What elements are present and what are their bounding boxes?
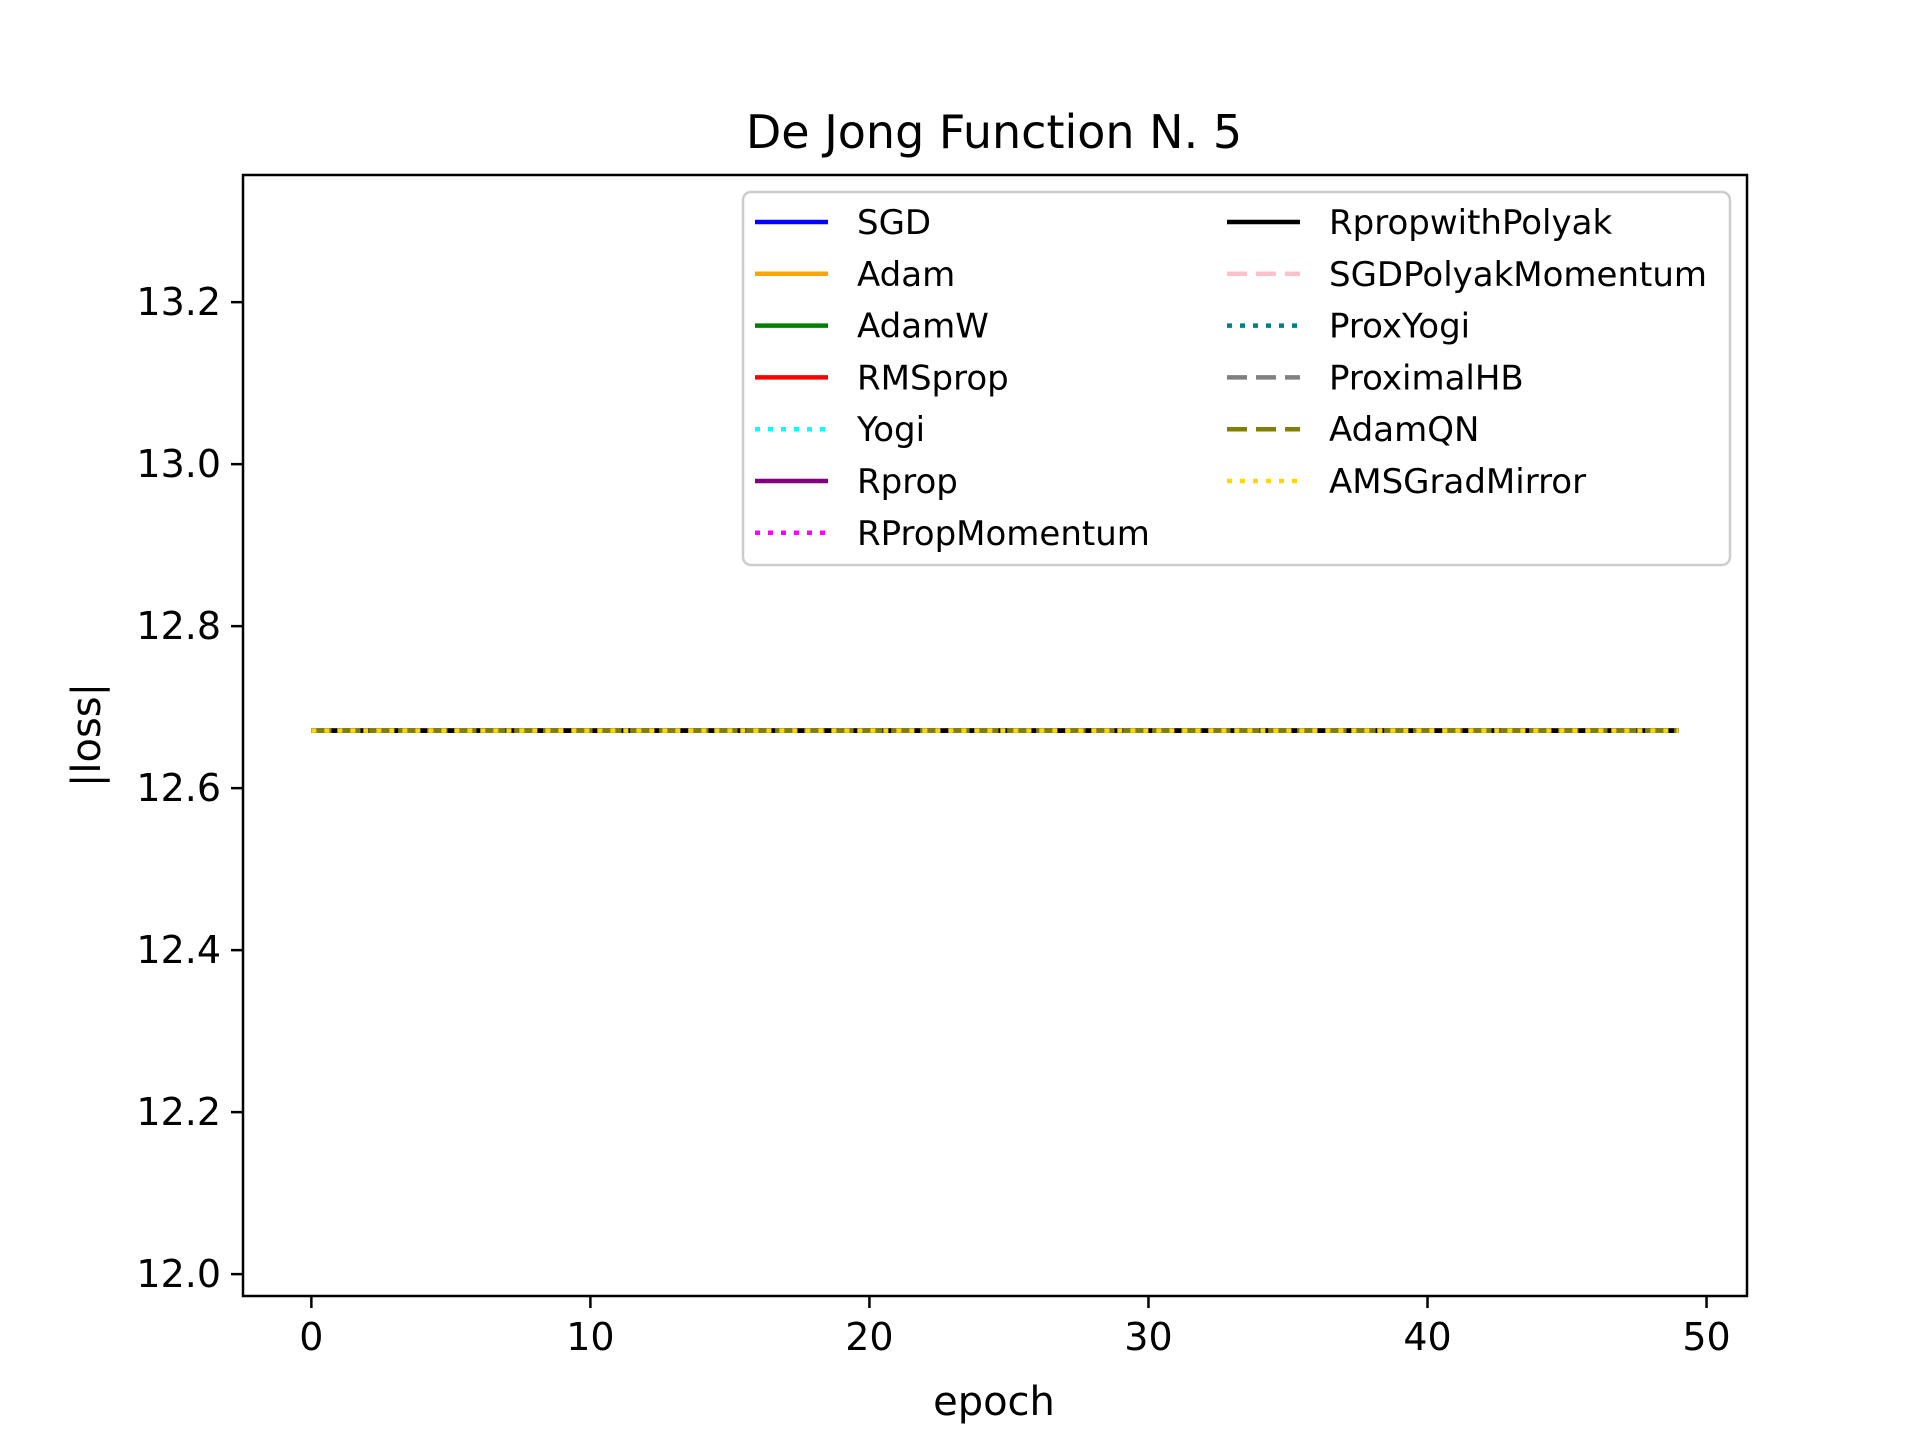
legend-label-rpropmomentum: RPropMomentum bbox=[857, 514, 1150, 554]
x-tick-label: 50 bbox=[1682, 1315, 1730, 1359]
x-tick-label: 40 bbox=[1403, 1315, 1451, 1359]
x-tick-label: 20 bbox=[845, 1315, 893, 1359]
x-axis-ticks: 0 10 20 30 40 50 bbox=[299, 1296, 1731, 1359]
y-axis-ticks: 12.0 12.2 12.4 12.6 12.8 13.0 13.2 bbox=[136, 280, 243, 1296]
legend-label-sgdpolyakmomentum: SGDPolyakMomentum bbox=[1329, 255, 1707, 295]
legend: SGD Adam AdamW RMSprop Yogi Rprop RPropMomentu… bbox=[741, 190, 1732, 567]
y-axis-label: |loss| bbox=[64, 683, 110, 787]
legend-label-yogi: Yogi bbox=[856, 410, 925, 450]
x-axis-label: epoch bbox=[933, 1379, 1055, 1425]
y-tick-label: 12.0 bbox=[136, 1252, 221, 1296]
legend-label-rprop: Rprop bbox=[857, 462, 958, 502]
y-tick-label: 12.6 bbox=[136, 766, 221, 810]
chart-title: De Jong Function N. 5 bbox=[746, 105, 1242, 159]
legend-label-sgd: SGD bbox=[857, 203, 931, 243]
y-tick-label: 12.8 bbox=[136, 604, 221, 648]
legend-label-rpropwithpolyak: RpropwithPolyak bbox=[1329, 203, 1612, 243]
legend-label-proxyogi: ProxYogi bbox=[1329, 307, 1470, 347]
legend-label-adam: Adam bbox=[857, 255, 955, 295]
legend-label-adamqn: AdamQN bbox=[1329, 410, 1479, 450]
legend-label-rmsprop: RMSprop bbox=[857, 358, 1009, 398]
x-tick-label: 0 bbox=[299, 1315, 323, 1359]
plot-frame bbox=[241, 173, 1749, 1298]
x-tick-label: 10 bbox=[566, 1315, 614, 1359]
legend-entries: SGD Adam AdamW RMSprop Yogi Rprop RPropMomentu… bbox=[755, 203, 1707, 554]
y-tick-label: 12.2 bbox=[136, 1090, 221, 1134]
y-tick-label: 12.4 bbox=[136, 928, 221, 972]
y-tick-label: 13.2 bbox=[136, 280, 221, 324]
y-tick-label: 13.0 bbox=[136, 442, 221, 486]
legend-label-proximalhb: ProximalHB bbox=[1329, 358, 1524, 398]
x-tick-label: 30 bbox=[1124, 1315, 1172, 1359]
legend-label-adamw: AdamW bbox=[857, 307, 989, 347]
legend-label-amsgradmirror: AMSGradMirror bbox=[1329, 462, 1586, 502]
